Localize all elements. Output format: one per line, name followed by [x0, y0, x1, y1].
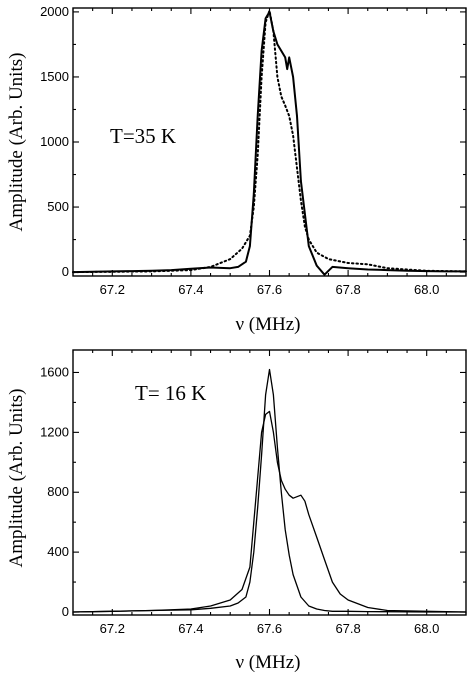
- plot-frame: [72, 349, 467, 616]
- series-line-1: [72, 10, 467, 276]
- x-tick-label: 68.0: [414, 621, 439, 636]
- temperature-annotation: T=35 K: [110, 124, 176, 148]
- x-tick-label: 67.6: [257, 282, 282, 297]
- x-axis-title: ν (MHz): [235, 314, 300, 335]
- y-tick-label: 1000: [40, 134, 69, 149]
- x-axis-title: ν (MHz): [235, 652, 300, 673]
- y-tick-label: 500: [47, 199, 69, 214]
- temperature-annotation: T= 16 K: [135, 381, 206, 405]
- y-tick-label: 2000: [40, 4, 69, 19]
- x-tick-label: 67.2: [100, 621, 125, 636]
- y-tick-label: 0: [62, 264, 69, 279]
- y-tick-label: 1500: [40, 69, 69, 84]
- y-tick-label: 1200: [40, 424, 69, 439]
- x-tick-label: 67.8: [335, 282, 360, 297]
- y-tick-label: 800: [47, 484, 69, 499]
- x-tick-label: 67.4: [178, 621, 203, 636]
- y-ticks: 0 500 1000 1500 2000: [40, 4, 466, 279]
- plot-area-frame: [72, 349, 467, 616]
- series-line-2: [72, 410, 467, 613]
- chart-bottom: 0 400 800 1200 1600 67.2 67.4 67.6 67.8 68.0 T= …: [6, 349, 467, 673]
- series-line-2: [72, 9, 467, 274]
- y-ticks: 0 400 800 1200 1600: [40, 364, 466, 619]
- x-tick-label: 68.0: [414, 282, 439, 297]
- y-tick-label: 400: [47, 544, 69, 559]
- series-line-1: [72, 368, 467, 613]
- x-tick-label: 67.6: [257, 621, 282, 636]
- y-tick-label: 0: [62, 604, 69, 619]
- x-tick-label: 67.4: [178, 282, 203, 297]
- series-group: [72, 368, 467, 613]
- chart-top: 0 500 1000 1500 2000 67.2 67.4 67.6 67.8 68.0 T=…: [6, 4, 467, 335]
- x-ticks: 67.2 67.4 67.6 67.8 68.0: [72, 8, 467, 297]
- x-tick-label: 67.8: [335, 621, 360, 636]
- x-tick-label: 67.2: [100, 282, 125, 297]
- y-tick-label: 1600: [40, 364, 69, 379]
- y-axis-title: Amplitude (Arb. Units): [6, 53, 27, 232]
- x-ticks: 67.2 67.4 67.6 67.8 68.0: [72, 350, 467, 636]
- y-axis-title: Amplitude (Arb. Units): [6, 389, 27, 568]
- series-group: [72, 9, 467, 276]
